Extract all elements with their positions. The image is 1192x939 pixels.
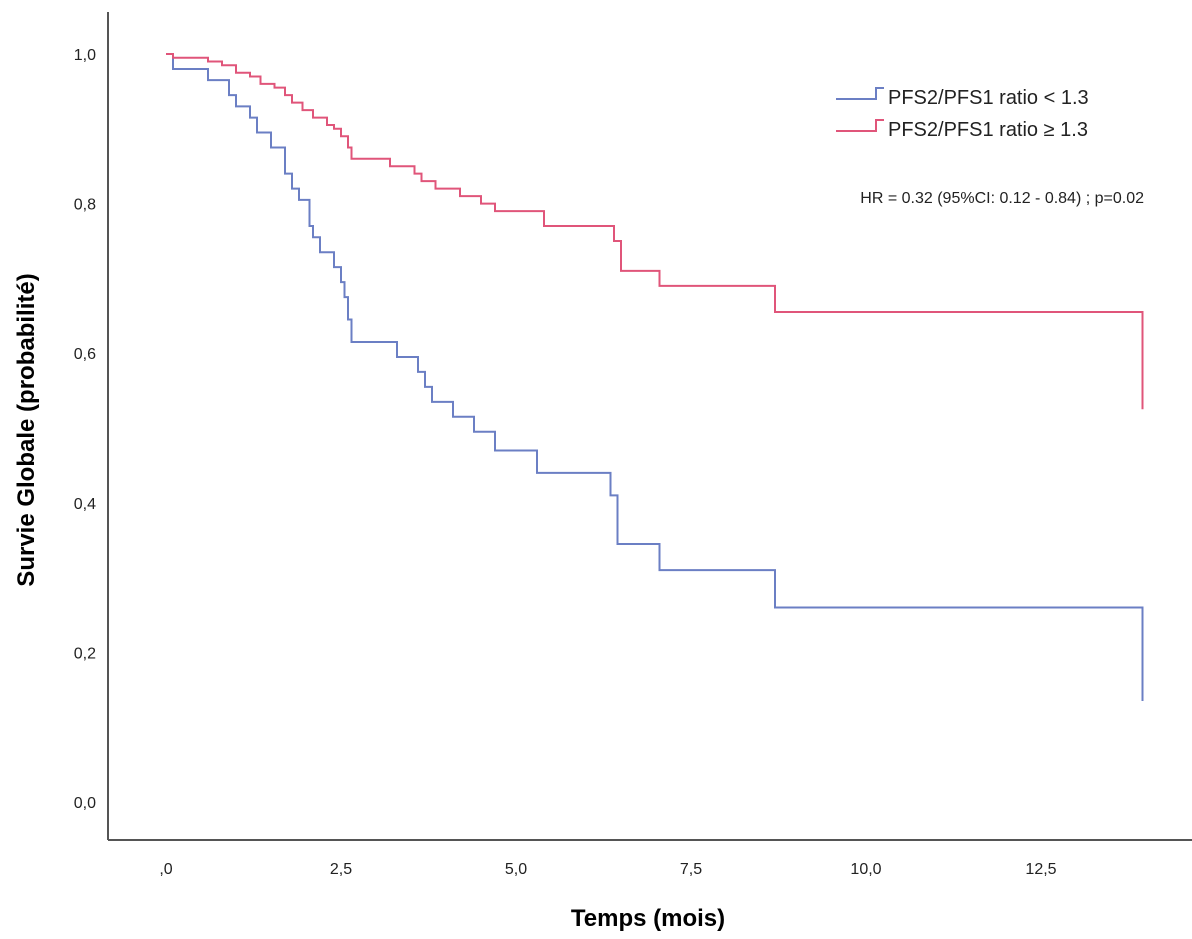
y-ticks: 0,0 0,2 0,4 0,6 0,8 1,0 <box>74 47 96 812</box>
y-tick-label: 0,2 <box>74 645 96 662</box>
legend-item-high-ratio: PFS2/PFS1 ratio ≥ 1.3 <box>836 119 1088 141</box>
y-tick-label: 0,0 <box>74 795 96 812</box>
legend: PFS2/PFS1 ratio < 1.3 PFS2/PFS1 ratio ≥ … <box>836 87 1089 141</box>
y-tick-label: 0,6 <box>74 346 96 363</box>
y-axis-title: Survie Globale (probabilité) <box>13 273 40 586</box>
legend-label-low-ratio: PFS2/PFS1 ratio < 1.3 <box>888 87 1089 109</box>
y-tick-label: 0,4 <box>74 496 96 513</box>
x-tick-label: 5,0 <box>505 861 527 878</box>
x-ticks: ,0 2,5 5,0 7,5 10,0 12,5 <box>159 861 1056 878</box>
x-axis-title: Temps (mois) <box>571 905 725 932</box>
legend-item-low-ratio: PFS2/PFS1 ratio < 1.3 <box>836 87 1089 109</box>
series-group <box>166 53 1144 702</box>
x-tick-label: 10,0 <box>850 861 881 878</box>
y-tick-label: 0,8 <box>74 197 96 214</box>
legend-swatch-high-ratio <box>836 119 884 132</box>
axes <box>107 12 1192 841</box>
survival-curve-low-ratio <box>166 53 1144 702</box>
x-tick-label: ,0 <box>159 861 172 878</box>
x-tick-label: 7,5 <box>680 861 702 878</box>
y-tick-label: 1,0 <box>74 47 96 64</box>
survival-curve-high-ratio <box>166 53 1144 410</box>
hazard-ratio-annotation: HR = 0.32 (95%CI: 0.12 - 0.84) ; p=0.02 <box>860 190 1144 207</box>
x-tick-label: 2,5 <box>330 861 352 878</box>
x-tick-label: 12,5 <box>1025 861 1056 878</box>
legend-label-high-ratio: PFS2/PFS1 ratio ≥ 1.3 <box>888 119 1088 141</box>
legend-swatch-low-ratio <box>836 87 884 100</box>
